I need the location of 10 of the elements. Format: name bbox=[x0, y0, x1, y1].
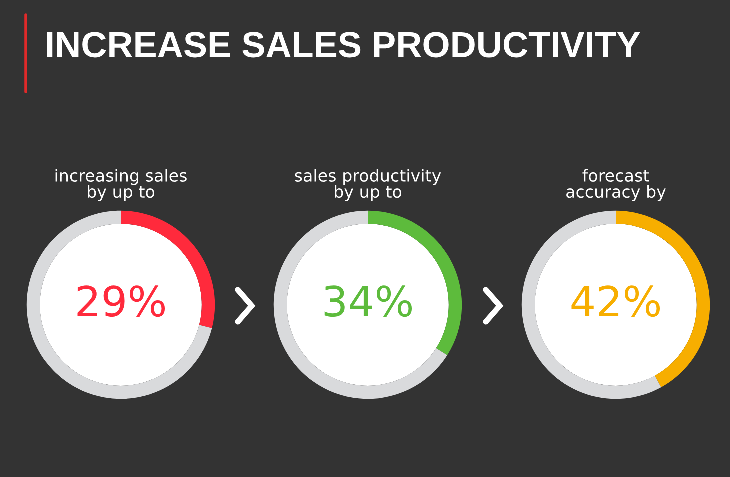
data-label: 29% bbox=[78, 286, 166, 318]
chart-title: forecast accuracy by bbox=[566, 169, 666, 202]
data-label: 34% bbox=[324, 286, 412, 318]
donut-slice bbox=[522, 210, 662, 400]
data-label: 42% bbox=[572, 286, 660, 318]
donut-slice bbox=[274, 210, 448, 400]
chart-title: sales productivity by up to bbox=[295, 169, 442, 202]
text: INCREASE SALES PRODUCTIVITY bbox=[47, 32, 640, 58]
donut-slice bbox=[26, 210, 212, 400]
chart-title: increasing sales by up to bbox=[56, 169, 187, 202]
